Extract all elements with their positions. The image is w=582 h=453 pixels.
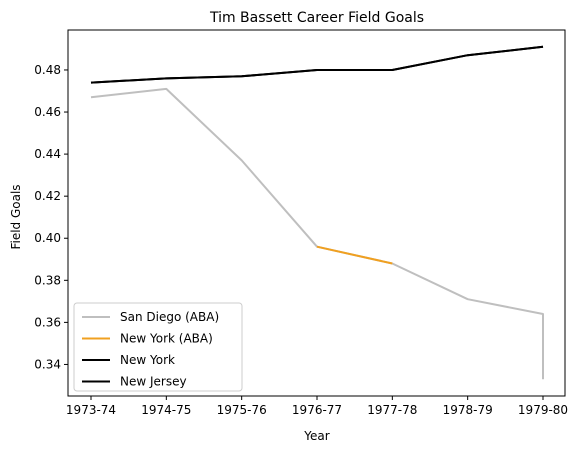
legend-label-3: New Jersey [120, 375, 187, 389]
legend-label-1: New York (ABA) [120, 332, 213, 346]
series-layer [90, 45, 544, 380]
x-tick-label-0: 1973-74 [66, 403, 116, 417]
legend-label-2: New York [120, 353, 175, 367]
x-tick-label-6: 1979-80 [518, 403, 568, 417]
x-axis-label: Year [303, 429, 329, 443]
x-tick-label-5: 1978-79 [443, 403, 493, 417]
x-tick-label-4: 1977-78 [367, 403, 417, 417]
y-tick-label-4: 0.42 [34, 189, 61, 203]
y-tick-label-0: 0.34 [34, 357, 61, 371]
x-tick-label-2: 1975-76 [217, 403, 267, 417]
chart-title: Tim Bassett Career Field Goals [209, 10, 424, 26]
series-line-3 [90, 45, 544, 84]
series-line-1 [316, 245, 393, 265]
y-tick-label-2: 0.38 [34, 273, 61, 287]
y-tick-label-1: 0.36 [34, 315, 61, 329]
y-axis-label: Field Goals [9, 184, 23, 249]
y-tick-label-7: 0.48 [34, 63, 61, 77]
x-tick-label-1: 1974-75 [141, 403, 191, 417]
series-line-2 [90, 45, 544, 84]
y-tick-label-6: 0.46 [34, 105, 61, 119]
x-axis: 1973-74 1974-75 1975-76 1976-77 1977-78 1978-… [66, 396, 568, 417]
legend-label-0: San Diego (ABA) [120, 310, 219, 324]
y-axis: 0.34 0.36 0.38 0.40 0.42 0.44 0.46 0.48 [34, 63, 68, 371]
x-tick-label-3: 1976-77 [292, 403, 342, 417]
y-tick-label-3: 0.40 [34, 231, 61, 245]
y-tick-label-5: 0.44 [34, 147, 61, 161]
legend: San Diego (ABA) New York (ABA) New York New… [73, 302, 243, 392]
legend-box [73, 302, 243, 392]
